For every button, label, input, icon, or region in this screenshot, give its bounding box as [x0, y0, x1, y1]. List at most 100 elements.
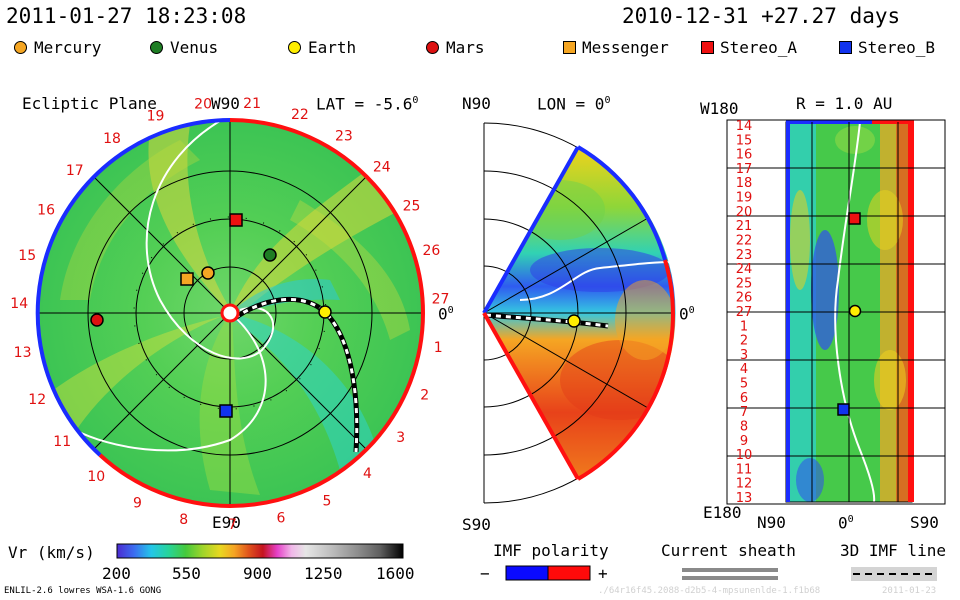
- synoptic-day-label: 11: [736, 462, 753, 477]
- messenger-marker-icon: [563, 41, 576, 54]
- synoptic-day-label: 8: [740, 420, 748, 435]
- synoptic-day-label: 15: [736, 133, 753, 148]
- rim-day-label: 20: [194, 97, 212, 113]
- earth-synoptic-icon: [848, 304, 862, 318]
- run-id-text: ./64r16f45.2088-d2b5-4-mpsunenlde-1.f1b6…: [598, 586, 821, 596]
- synoptic-x-left-label: N90: [757, 513, 786, 532]
- ecliptic-rim-negative: [35, 118, 231, 457]
- synoptic-x-mid-label: 00: [838, 513, 854, 533]
- synoptic-day-label: 3: [740, 348, 748, 363]
- synoptic-day-label: 7: [740, 405, 748, 420]
- imf-polarity-bar: [505, 565, 591, 581]
- legend-messenger-label: Messenger: [582, 38, 669, 57]
- synoptic-day-label: 18: [736, 176, 753, 191]
- run-date-text: 2011-01-23: [882, 586, 937, 596]
- rim-day-label: 3: [396, 430, 405, 446]
- meridional-plane-panel: [482, 122, 676, 504]
- imf-polarity-plus: +: [598, 564, 608, 583]
- rim-day-label: 22: [291, 107, 309, 123]
- rim-day-label: 2: [420, 387, 429, 403]
- meridional-top-label: N90: [462, 94, 491, 113]
- model-info-text: ENLIL-2.6 lowres WSA-1.6 GONG: [4, 586, 162, 596]
- sun-icon: [220, 303, 240, 323]
- rim-day-label: 9: [133, 496, 142, 512]
- meridional-right-label: 00: [679, 304, 695, 324]
- mercury-position-icon: [201, 266, 215, 280]
- rim-day-label: 17: [66, 163, 84, 179]
- rim-day-label: 7: [228, 517, 237, 533]
- colorbar-tick-900: 900: [243, 564, 272, 583]
- synoptic-day-label: 17: [736, 162, 753, 177]
- rim-day-label: 15: [18, 248, 36, 264]
- stereo-b-marker-icon: [839, 41, 852, 54]
- synoptic-day-label: 2: [740, 334, 748, 349]
- stereo-a-synoptic-icon: [848, 212, 861, 225]
- current-sheath-label: Current sheath: [661, 541, 796, 560]
- rim-day-label: 14: [10, 296, 28, 312]
- messenger-position-icon: [180, 272, 194, 286]
- imf-line-symbol: [851, 567, 937, 581]
- venus-marker-icon: [150, 41, 163, 54]
- synoptic-day-labels: 1415161718192021222324252627123456789101…: [736, 119, 753, 506]
- rim-day-label: 16: [37, 203, 55, 219]
- synoptic-day-label: 12: [736, 477, 753, 492]
- radius-label: R = 1.0 AU: [796, 94, 893, 113]
- earth-position-icon: [318, 305, 332, 319]
- datetime-text: 2011-01-27 18:23:08: [6, 4, 247, 28]
- legend-mars-label: Mars: [446, 38, 485, 57]
- synoptic-day-label: 13: [736, 491, 753, 506]
- colorbar-tick-1600: 1600: [376, 564, 415, 583]
- rim-day-label: 8: [179, 512, 188, 528]
- rim-day-label: 18: [103, 131, 121, 147]
- rim-day-label: 12: [28, 392, 46, 408]
- rim-day-label: 4: [363, 466, 372, 482]
- stereo-b-synoptic-icon: [837, 403, 850, 416]
- stereo-b-position-icon: [219, 404, 233, 418]
- legend-stereo-a-label: Stereo_A: [720, 38, 798, 57]
- ecliptic-bottom-label: E90: [212, 513, 241, 532]
- legend-earth-label: Earth: [308, 38, 357, 57]
- legend-stereo-b-label: Stereo_B: [858, 38, 936, 57]
- rim-day-label: 11: [53, 434, 71, 450]
- synoptic-day-label: 20: [736, 205, 753, 220]
- legend-mercury-label: Mercury: [34, 38, 102, 57]
- synoptic-day-label: 26: [736, 291, 753, 306]
- synoptic-day-label: 22: [736, 234, 753, 249]
- synoptic-day-label: 19: [736, 191, 753, 206]
- colorbar: [116, 543, 404, 559]
- synoptic-day-label: 16: [736, 148, 753, 163]
- stereo-a-position-icon: [229, 213, 243, 227]
- earth-meridional-icon: [567, 314, 581, 328]
- colorbar-gradient: [116, 543, 404, 559]
- synoptic-day-label: 1: [740, 319, 748, 334]
- ecliptic-right-label: 00: [438, 304, 454, 324]
- synoptic-day-label: 27: [736, 305, 753, 320]
- legend-venus-label: Venus: [170, 38, 219, 57]
- meridional-bottom-label: S90: [462, 515, 491, 534]
- rim-day-label: 6: [277, 511, 286, 527]
- current-sheath-symbol: [682, 568, 778, 580]
- longitude-label: LON = 00: [537, 94, 611, 114]
- mars-position-icon: [90, 313, 104, 327]
- rim-day-label: 27: [432, 291, 450, 307]
- synoptic-day-label: 5: [740, 377, 748, 392]
- rim-day-label: 19: [147, 109, 165, 125]
- stereo-a-marker-icon: [701, 41, 714, 54]
- venus-position-icon: [263, 248, 277, 262]
- colorbar-tick-550: 550: [172, 564, 201, 583]
- colorbar-tick-200: 200: [102, 564, 131, 583]
- synoptic-day-label: 4: [740, 362, 748, 377]
- synoptic-day-label: 14: [736, 119, 753, 134]
- mars-marker-icon: [426, 41, 439, 54]
- rim-day-label: 25: [403, 198, 421, 214]
- synoptic-day-label: 24: [736, 262, 753, 277]
- rim-day-label: 5: [322, 493, 331, 509]
- rim-day-label: 21: [243, 96, 261, 112]
- imf-polarity-label: IMF polarity: [493, 541, 609, 560]
- imf-line-label: 3D IMF line: [840, 541, 946, 560]
- earth-marker-icon: [288, 41, 301, 54]
- ecliptic-rim-positive: [229, 118, 425, 508]
- synoptic-day-label: 23: [736, 248, 753, 263]
